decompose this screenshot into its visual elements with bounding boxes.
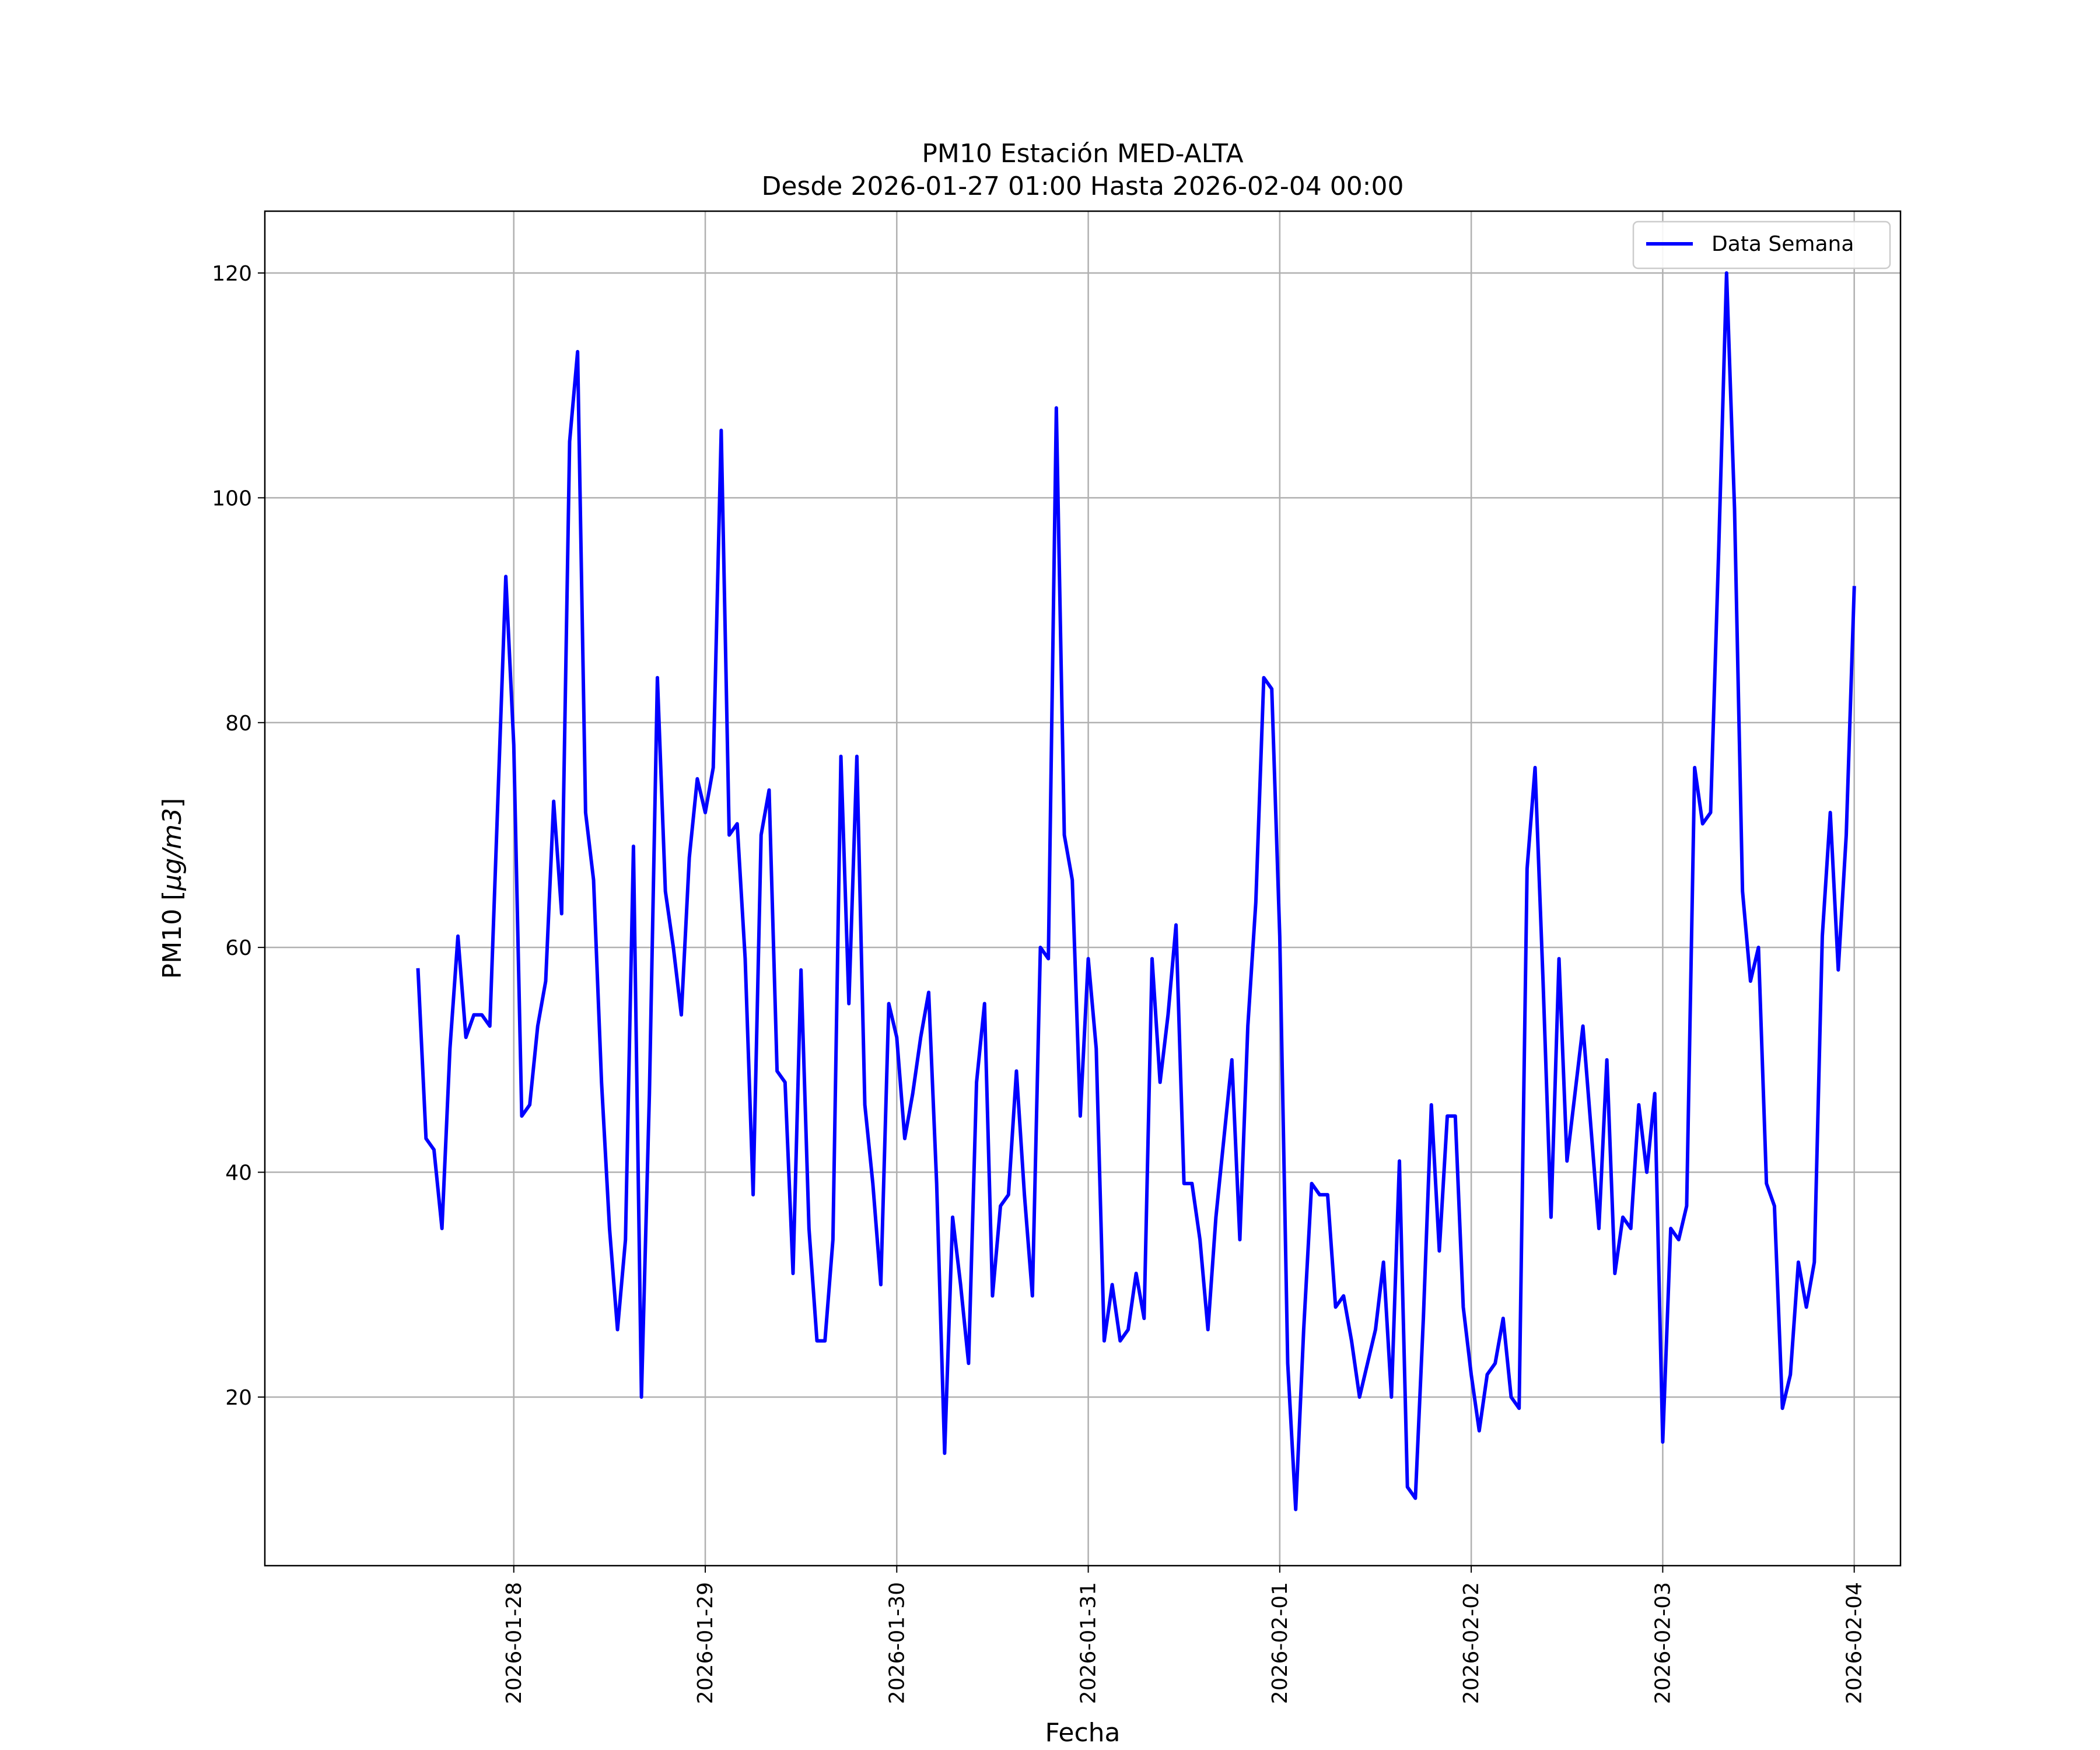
x-tick-label: 2026-01-29	[694, 1582, 718, 1704]
x-tick-label: 2026-01-30	[885, 1582, 909, 1704]
series-layer	[416, 271, 1856, 1511]
y-axis-label-unit: μg/m3	[158, 808, 187, 891]
plot-frame	[264, 210, 1902, 1567]
axis-ticks: 2026-01-28 2026-01-29 2026-01-30 2026-01-31…	[212, 262, 1866, 1704]
legend-label-data-semana: Data Semana	[1712, 232, 1854, 256]
x-tick-label: 2026-01-28	[502, 1582, 526, 1704]
y-tick-label: 60	[225, 936, 252, 960]
y-tick-label: 80	[225, 712, 252, 736]
grid	[265, 211, 1901, 1566]
legend: Data Semana	[1632, 220, 1891, 270]
chart-subtitle: Desde 2026-01-27 01:00 Hasta 2026-02-04 …	[761, 172, 1404, 201]
x-tick-label: 2026-01-31	[1077, 1582, 1101, 1704]
y-tick-label: 120	[212, 262, 252, 286]
y-axis-label: PM10 [μg/m3]	[158, 798, 187, 979]
x-tick-label: 2026-02-01	[1268, 1582, 1292, 1704]
y-tick-label: 20	[225, 1386, 252, 1410]
y-axis-label-suffix: ]	[158, 798, 187, 808]
x-tick-label: 2026-02-04	[1843, 1582, 1867, 1704]
x-tick-label: 2026-02-03	[1651, 1582, 1675, 1704]
series-line-data-semana	[416, 271, 1856, 1511]
chart-title: PM10 Estación MED-ALTA	[922, 139, 1243, 169]
x-axis-label: Fecha	[1045, 1718, 1120, 1748]
y-tick-label: 40	[225, 1161, 252, 1185]
y-tick-label: 100	[212, 487, 252, 510]
y-axis-label-prefix: PM10 [	[158, 891, 187, 979]
x-tick-label: 2026-02-02	[1460, 1582, 1483, 1704]
legend-box	[1632, 220, 1891, 270]
